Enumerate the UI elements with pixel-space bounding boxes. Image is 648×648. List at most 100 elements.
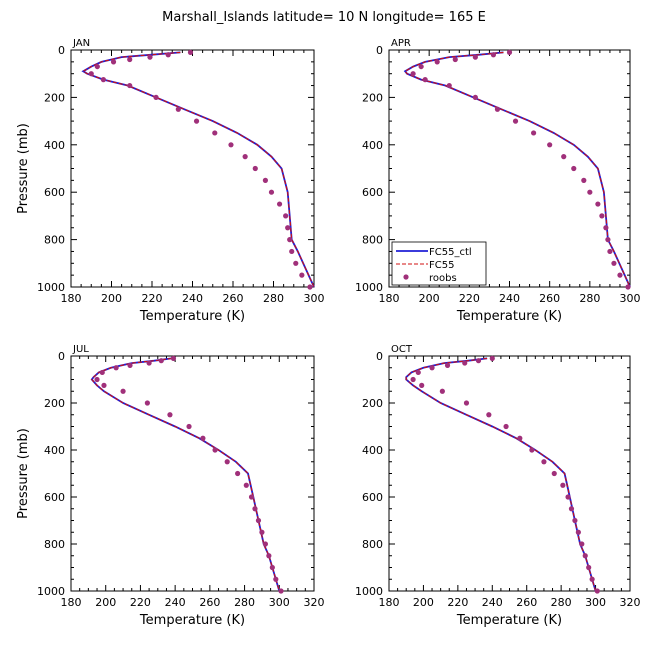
y-tick-label: 200 (44, 91, 65, 104)
y-tick-label: 600 (44, 186, 65, 199)
y-tick-label: 0 (58, 350, 65, 363)
roobs-point (252, 165, 258, 172)
roobs-point (175, 106, 181, 112)
roobs-point (99, 369, 105, 376)
roobs-point (607, 248, 613, 255)
series-line-fc55-ctl (405, 357, 597, 592)
y-tick-label: 400 (362, 444, 383, 457)
roobs-point (418, 63, 424, 70)
roobs-point (127, 82, 133, 89)
roobs-point (582, 553, 588, 559)
roobs-point (94, 63, 100, 70)
roobs-point (228, 142, 234, 148)
x-tick-label: 240 (482, 596, 503, 609)
x-tick-label: 220 (447, 596, 468, 609)
roobs-point (101, 382, 107, 388)
y-tick-label: 200 (44, 397, 65, 410)
x-tick-label: 280 (263, 292, 284, 305)
roobs-point (575, 529, 581, 535)
roobs-point (235, 470, 241, 477)
figure-title: Marshall_Islands latitude= 10 N longitud… (162, 10, 486, 25)
panel-label: OCT (391, 344, 413, 355)
roobs-point (158, 358, 164, 364)
roobs-point (586, 564, 592, 571)
y-tick-label: 1000 (37, 281, 65, 294)
roobs-point (463, 400, 470, 406)
x-tick-label: 260 (223, 292, 244, 305)
x-tick-label: 280 (551, 596, 572, 609)
y-tick-label: 200 (362, 397, 383, 410)
roobs-point (415, 369, 421, 376)
roobs-point (165, 52, 171, 58)
y-tick-label: 600 (362, 491, 383, 504)
x-tick-label: 240 (165, 596, 186, 609)
roobs-point (452, 56, 458, 63)
y-tick-label: 400 (44, 444, 65, 457)
roobs-point (252, 506, 258, 512)
roobs-point (285, 225, 291, 231)
roobs-point (186, 423, 192, 430)
roobs-point (489, 355, 495, 361)
roobs-point (287, 237, 293, 243)
roobs-point (262, 177, 268, 183)
roobs-point (224, 459, 230, 465)
panel-jul: 180 200 220 240 260 280 300 320 0 200 400 600 800 100… (16, 344, 325, 628)
x-tick-label: 260 (539, 292, 560, 305)
x-tick-label: 320 (620, 596, 641, 609)
roobs-point (113, 365, 119, 371)
roobs-point (88, 71, 94, 77)
roobs-point (517, 435, 523, 441)
x-axis-title: Temperature (K) (139, 613, 245, 628)
x-tick-label: 300 (304, 292, 325, 305)
x-tick-label: 280 (579, 292, 600, 305)
roobs-point (299, 272, 305, 278)
y-tick-label: 1000 (355, 281, 383, 294)
roobs-point (200, 435, 206, 441)
x-tick-label: 180 (379, 596, 400, 609)
panel-oct: 180 200 220 240 260 280 300 320 0 200 400 600 800 100… (355, 344, 641, 628)
roobs-point (146, 360, 152, 366)
y-tick-label: 600 (362, 186, 383, 199)
roobs-point (419, 382, 425, 388)
x-tick-label: 200 (101, 292, 122, 305)
legend-label: FC55_ctl (429, 247, 472, 258)
roobs-point (547, 142, 553, 148)
roobs-point (560, 482, 566, 488)
roobs-point (243, 482, 249, 488)
roobs-point (595, 201, 601, 207)
roobs-point (278, 588, 284, 594)
roobs-point (617, 272, 623, 278)
x-tick-label: 180 (61, 292, 82, 305)
roobs-point (429, 365, 435, 371)
roobs-point (503, 423, 509, 430)
roobs-point (167, 412, 173, 418)
y-tick-label: 800 (44, 234, 65, 247)
roobs-point (472, 54, 478, 60)
roobs-point (259, 529, 265, 535)
roobs-point (561, 154, 567, 160)
roobs-point (127, 362, 133, 368)
y-tick-label: 0 (376, 350, 383, 363)
x-tick-label: 200 (419, 292, 440, 305)
roobs-point (242, 154, 248, 160)
roobs-point (587, 189, 593, 195)
series-line-fc55 (91, 357, 280, 592)
x-tick-label: 240 (499, 292, 520, 305)
roobs-point (273, 576, 279, 582)
roobs-point (422, 77, 428, 83)
roobs-point (248, 494, 255, 500)
x-tick-label: 220 (142, 292, 163, 305)
y-tick-label: 600 (44, 491, 65, 504)
roobs-point (153, 94, 159, 100)
roobs-point (594, 588, 600, 594)
y-tick-label: 1000 (355, 585, 383, 598)
roobs-point (446, 82, 452, 89)
roobs-point (434, 59, 440, 65)
roobs-point (262, 541, 268, 547)
roobs-point (293, 260, 299, 266)
roobs-point (494, 106, 501, 112)
roobs-point (268, 189, 275, 195)
roobs-point (531, 130, 537, 136)
roobs-point (551, 470, 557, 477)
